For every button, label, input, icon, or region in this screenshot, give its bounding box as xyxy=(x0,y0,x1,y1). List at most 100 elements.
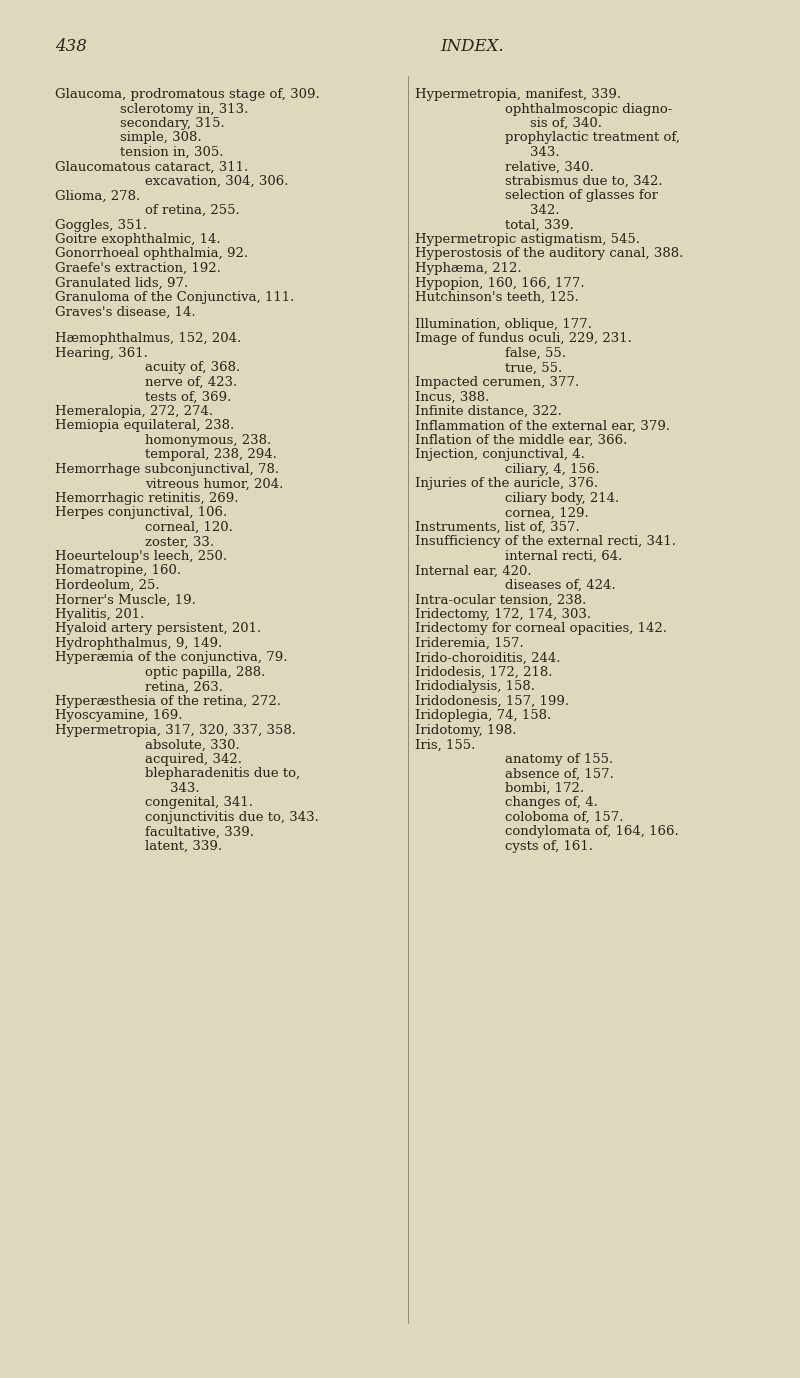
Text: tests of, 369.: tests of, 369. xyxy=(145,390,231,404)
Text: Hypermetropic astigmatism, 545.: Hypermetropic astigmatism, 545. xyxy=(415,233,640,247)
Text: Iridectomy, 172, 174, 303.: Iridectomy, 172, 174, 303. xyxy=(415,608,591,621)
Text: Hoeurteloup's leech, 250.: Hoeurteloup's leech, 250. xyxy=(55,550,227,562)
Text: acuity of, 368.: acuity of, 368. xyxy=(145,361,240,375)
Text: total, 339.: total, 339. xyxy=(505,219,574,232)
Text: Inflammation of the external ear, 379.: Inflammation of the external ear, 379. xyxy=(415,419,670,433)
Text: optic papilla, 288.: optic papilla, 288. xyxy=(145,666,266,679)
Text: sclerotomy in, 313.: sclerotomy in, 313. xyxy=(120,102,248,116)
Text: conjunctivitis due to, 343.: conjunctivitis due to, 343. xyxy=(145,810,319,824)
Text: INDEX.: INDEX. xyxy=(440,39,504,55)
Text: nerve of, 423.: nerve of, 423. xyxy=(145,376,238,389)
Text: Insufficiency of the external recti, 341.: Insufficiency of the external recti, 341… xyxy=(415,535,676,548)
Text: Inflation of the middle ear, 366.: Inflation of the middle ear, 366. xyxy=(415,434,627,446)
Text: Hyaloid artery persistent, 201.: Hyaloid artery persistent, 201. xyxy=(55,623,262,635)
Text: Goitre exophthalmic, 14.: Goitre exophthalmic, 14. xyxy=(55,233,221,247)
Text: Glaucomatous cataract, 311.: Glaucomatous cataract, 311. xyxy=(55,160,248,174)
Text: Hyperæsthesia of the retina, 272.: Hyperæsthesia of the retina, 272. xyxy=(55,695,281,708)
Text: secondary, 315.: secondary, 315. xyxy=(120,117,225,130)
Text: Iridodonesis, 157, 199.: Iridodonesis, 157, 199. xyxy=(415,695,569,708)
Text: Iris, 155.: Iris, 155. xyxy=(415,739,475,751)
Text: selection of glasses for: selection of glasses for xyxy=(505,190,658,203)
Text: Irideremia, 157.: Irideremia, 157. xyxy=(415,637,524,650)
Text: Instruments, list of, 357.: Instruments, list of, 357. xyxy=(415,521,580,533)
Text: Herpes conjunctival, 106.: Herpes conjunctival, 106. xyxy=(55,506,227,520)
Text: congenital, 341.: congenital, 341. xyxy=(145,796,253,809)
Text: 438: 438 xyxy=(55,39,87,55)
Text: condylomata of, 164, 166.: condylomata of, 164, 166. xyxy=(505,825,678,838)
Text: Hæmophthalmus, 152, 204.: Hæmophthalmus, 152, 204. xyxy=(55,332,242,346)
Text: homonymous, 238.: homonymous, 238. xyxy=(145,434,271,446)
Text: Iridodesis, 172, 218.: Iridodesis, 172, 218. xyxy=(415,666,553,679)
Text: Hyperæmia of the conjunctiva, 79.: Hyperæmia of the conjunctiva, 79. xyxy=(55,652,287,664)
Text: Granuloma of the Conjunctiva, 111.: Granuloma of the Conjunctiva, 111. xyxy=(55,291,294,305)
Text: Homatropine, 160.: Homatropine, 160. xyxy=(55,565,181,577)
Text: Hemorrhagic retinitis, 269.: Hemorrhagic retinitis, 269. xyxy=(55,492,238,504)
Text: Iridectomy for corneal opacities, 142.: Iridectomy for corneal opacities, 142. xyxy=(415,623,667,635)
Text: 343.: 343. xyxy=(530,146,560,158)
Text: changes of, 4.: changes of, 4. xyxy=(505,796,598,809)
Text: true, 55.: true, 55. xyxy=(505,361,562,375)
Text: Hemorrhage subconjunctival, 78.: Hemorrhage subconjunctival, 78. xyxy=(55,463,279,475)
Text: Granulated lids, 97.: Granulated lids, 97. xyxy=(55,277,188,289)
Text: Gonorrhoeal ophthalmia, 92.: Gonorrhoeal ophthalmia, 92. xyxy=(55,248,248,260)
Text: temporal, 238, 294.: temporal, 238, 294. xyxy=(145,448,277,462)
Text: Hemeralopia, 272, 274.: Hemeralopia, 272, 274. xyxy=(55,405,213,418)
Text: of retina, 255.: of retina, 255. xyxy=(145,204,240,216)
Text: facultative, 339.: facultative, 339. xyxy=(145,825,254,838)
Text: corneal, 120.: corneal, 120. xyxy=(145,521,233,533)
Text: Graefe's extraction, 192.: Graefe's extraction, 192. xyxy=(55,262,221,276)
Text: ophthalmoscopic diagno-: ophthalmoscopic diagno- xyxy=(505,102,672,116)
Text: Hearing, 361.: Hearing, 361. xyxy=(55,347,148,360)
Text: Impacted cerumen, 377.: Impacted cerumen, 377. xyxy=(415,376,579,389)
Text: absence of, 157.: absence of, 157. xyxy=(505,768,614,780)
Text: Hypermetropia, 317, 320, 337, 358.: Hypermetropia, 317, 320, 337, 358. xyxy=(55,723,296,737)
Text: false, 55.: false, 55. xyxy=(505,347,566,360)
Text: Hyperostosis of the auditory canal, 388.: Hyperostosis of the auditory canal, 388. xyxy=(415,248,683,260)
Text: prophylactic treatment of,: prophylactic treatment of, xyxy=(505,131,680,145)
Text: anatomy of 155.: anatomy of 155. xyxy=(505,752,614,766)
Text: Hordeolum, 25.: Hordeolum, 25. xyxy=(55,579,160,591)
Text: retina, 263.: retina, 263. xyxy=(145,681,223,693)
Text: Hyphæma, 212.: Hyphæma, 212. xyxy=(415,262,522,276)
Text: Injection, conjunctival, 4.: Injection, conjunctival, 4. xyxy=(415,448,585,462)
Text: vitreous humor, 204.: vitreous humor, 204. xyxy=(145,477,283,491)
Text: tension in, 305.: tension in, 305. xyxy=(120,146,223,158)
Text: Graves's disease, 14.: Graves's disease, 14. xyxy=(55,306,196,318)
Text: Iridoplegia, 74, 158.: Iridoplegia, 74, 158. xyxy=(415,710,551,722)
Text: sis of, 340.: sis of, 340. xyxy=(530,117,602,130)
Text: absolute, 330.: absolute, 330. xyxy=(145,739,240,751)
Text: ciliary, 4, 156.: ciliary, 4, 156. xyxy=(505,463,600,475)
Text: strabismus due to, 342.: strabismus due to, 342. xyxy=(505,175,662,187)
Text: cornea, 129.: cornea, 129. xyxy=(505,506,589,520)
Text: cysts of, 161.: cysts of, 161. xyxy=(505,839,593,853)
Text: Hydrophthalmus, 9, 149.: Hydrophthalmus, 9, 149. xyxy=(55,637,222,650)
Text: coloboma of, 157.: coloboma of, 157. xyxy=(505,810,623,824)
Text: Goggles, 351.: Goggles, 351. xyxy=(55,219,147,232)
Text: Hutchinson's teeth, 125.: Hutchinson's teeth, 125. xyxy=(415,291,579,305)
Text: acquired, 342.: acquired, 342. xyxy=(145,752,242,766)
Text: Intra-ocular tension, 238.: Intra-ocular tension, 238. xyxy=(415,594,586,606)
Text: Infinite distance, 322.: Infinite distance, 322. xyxy=(415,405,562,418)
Text: Incus, 388.: Incus, 388. xyxy=(415,390,490,404)
Text: Internal ear, 420.: Internal ear, 420. xyxy=(415,565,532,577)
Text: latent, 339.: latent, 339. xyxy=(145,839,222,853)
Text: Irido-choroiditis, 244.: Irido-choroiditis, 244. xyxy=(415,652,561,664)
Text: Injuries of the auricle, 376.: Injuries of the auricle, 376. xyxy=(415,477,598,491)
Text: diseases of, 424.: diseases of, 424. xyxy=(505,579,616,591)
Text: zoster, 33.: zoster, 33. xyxy=(145,535,214,548)
Text: blepharadenitis due to,: blepharadenitis due to, xyxy=(145,768,300,780)
Text: Glaucoma, prodromatous stage of, 309.: Glaucoma, prodromatous stage of, 309. xyxy=(55,88,320,101)
Text: Iridodialysis, 158.: Iridodialysis, 158. xyxy=(415,681,535,693)
Text: Iridotomy, 198.: Iridotomy, 198. xyxy=(415,723,517,737)
Text: Hemiopia equilateral, 238.: Hemiopia equilateral, 238. xyxy=(55,419,234,433)
Text: ciliary body, 214.: ciliary body, 214. xyxy=(505,492,619,504)
Text: relative, 340.: relative, 340. xyxy=(505,160,594,174)
Text: Hyalitis, 201.: Hyalitis, 201. xyxy=(55,608,144,621)
Text: Hyoscyamine, 169.: Hyoscyamine, 169. xyxy=(55,710,182,722)
Text: 343.: 343. xyxy=(170,781,200,795)
Text: Illumination, oblique, 177.: Illumination, oblique, 177. xyxy=(415,318,592,331)
Text: excavation, 304, 306.: excavation, 304, 306. xyxy=(145,175,289,187)
Text: Glioma, 278.: Glioma, 278. xyxy=(55,190,140,203)
Text: simple, 308.: simple, 308. xyxy=(120,131,202,145)
Text: Image of fundus oculi, 229, 231.: Image of fundus oculi, 229, 231. xyxy=(415,332,632,346)
